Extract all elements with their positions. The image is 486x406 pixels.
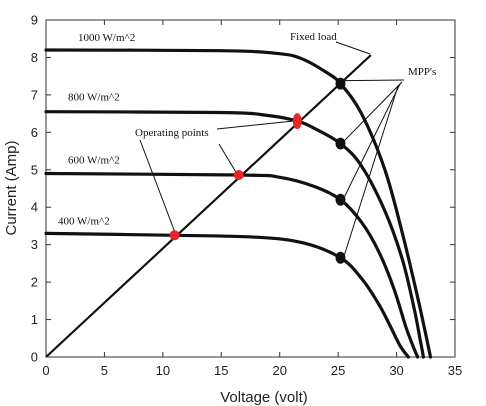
x-axis-title: Voltage (volt) xyxy=(220,389,308,406)
y-tick-label: 6 xyxy=(31,125,38,140)
mpp-point xyxy=(335,193,346,206)
fixed-load-line xyxy=(45,54,372,358)
operating-point xyxy=(169,230,180,241)
y-tick-label: 2 xyxy=(31,275,38,290)
op-leader-3 xyxy=(216,120,293,130)
x-tick-label: 35 xyxy=(448,363,462,378)
mpp-point xyxy=(335,137,346,150)
op-leader-1 xyxy=(139,139,176,232)
x-axis-ticks: 0 5 10 15 20 25 30 35 xyxy=(42,20,462,378)
series-label: 800 W/m^2 xyxy=(68,92,120,104)
y-tick-label: 4 xyxy=(31,200,38,215)
x-tick-label: 10 xyxy=(156,363,170,378)
fixed-load-leader xyxy=(335,41,371,55)
fixed-load-annotation: Fixed load xyxy=(290,31,337,43)
series-label: 1000 W/m^2 xyxy=(78,32,135,44)
y-tick-label: 9 xyxy=(31,13,38,28)
y-tick-label: 8 xyxy=(31,50,38,65)
x-tick-label: 5 xyxy=(101,363,108,378)
y-tick-label: 5 xyxy=(31,162,38,177)
mpp-leader-2 xyxy=(344,81,403,141)
op-leader-2 xyxy=(218,143,237,173)
mpp-point xyxy=(335,77,346,90)
iv-curve-1000 xyxy=(44,48,433,359)
mpp-leader-4 xyxy=(344,85,399,255)
mpp-annotation: MPP's xyxy=(408,66,436,78)
y-tick-label: 3 xyxy=(31,237,38,252)
y-tick-label: 0 xyxy=(31,350,38,365)
x-tick-label: 30 xyxy=(389,363,403,378)
series-label: 400 W/m^2 xyxy=(58,215,110,227)
y-axis-ticks: 0 1 2 3 4 5 6 7 8 9 xyxy=(31,13,455,365)
x-tick-label: 25 xyxy=(331,363,345,378)
mpp-leader-1 xyxy=(344,79,405,82)
y-tick-label: 1 xyxy=(31,312,38,327)
plot-area: 1000 W/m^2 800 W/m^2 600 W/m^2 400 W/m^2 xyxy=(44,19,456,359)
mpp-leader-3 xyxy=(344,83,401,197)
y-tick-label: 7 xyxy=(31,87,38,102)
x-tick-label: 15 xyxy=(214,363,228,378)
operating-point xyxy=(233,170,244,181)
x-tick-label: 20 xyxy=(272,363,286,378)
operating-points-annotation: Operating points xyxy=(135,127,209,139)
operating-point xyxy=(292,113,302,130)
mpp-point xyxy=(335,251,346,264)
y-axis-title: Current (Amp) xyxy=(3,140,20,235)
plot-frame xyxy=(45,19,456,358)
x-tick-label: 0 xyxy=(42,363,49,378)
series-label: 600 W/m^2 xyxy=(68,155,120,167)
